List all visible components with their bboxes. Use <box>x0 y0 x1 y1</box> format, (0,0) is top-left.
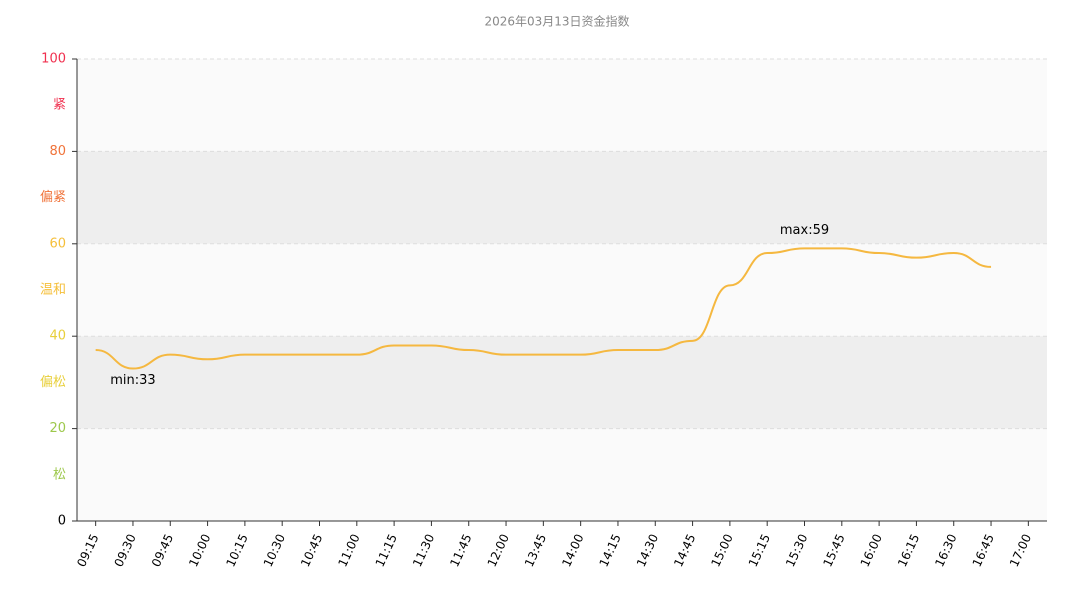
x-tick-label: 09:45 <box>149 532 176 569</box>
y-tick-label: 0 <box>58 514 66 529</box>
x-tick-label: 14:45 <box>671 532 698 569</box>
x-tick-label: 14:00 <box>559 532 586 569</box>
x-tick-label: 12:00 <box>485 532 512 569</box>
x-tick-label: 14:30 <box>634 532 661 569</box>
x-tick-label: 10:30 <box>261 532 288 569</box>
x-tick-label: 16:15 <box>895 532 922 569</box>
band <box>77 428 1047 521</box>
annotation: max:59 <box>780 223 829 238</box>
x-tick-label: 15:15 <box>746 532 773 569</box>
band-label: 偏松 <box>40 375 66 390</box>
x-tick-label: 14:15 <box>597 532 624 569</box>
x-tick-label: 15:00 <box>708 532 735 569</box>
x-tick-label: 11:30 <box>410 532 437 569</box>
band <box>77 151 1047 244</box>
band-label: 紧 <box>53 98 66 113</box>
x-tick-label: 16:45 <box>970 532 997 569</box>
x-tick-label: 10:00 <box>186 532 213 569</box>
x-tick-label: 11:45 <box>447 532 474 569</box>
y-tick-label: 100 <box>41 52 66 67</box>
y-tick-label: 80 <box>49 144 66 159</box>
x-tick-label: 15:30 <box>783 532 810 569</box>
x-tick-label: 10:15 <box>223 532 250 569</box>
x-tick-label: 17:00 <box>1007 532 1034 569</box>
x-tick-label: 11:00 <box>335 532 362 569</box>
band-label: 偏紧 <box>40 190 66 205</box>
x-tick-label: 16:00 <box>858 532 885 569</box>
x-tick-label: 09:30 <box>112 532 139 569</box>
band <box>77 336 1047 429</box>
band <box>77 243 1047 337</box>
band-label: 松 <box>53 467 66 482</box>
line <box>95 247 992 370</box>
x-tick-label: 09:15 <box>74 532 101 569</box>
x-tick-label: 13:45 <box>522 532 549 569</box>
x-tick-label: 16:30 <box>932 532 959 569</box>
annotation: min:33 <box>110 373 155 388</box>
x-tick-label: 11:15 <box>373 532 400 569</box>
band <box>77 59 1047 152</box>
y-tick-label: 20 <box>49 421 66 436</box>
y-tick-label: 40 <box>49 329 66 344</box>
chart-title: 2026年03月13日资金指数 <box>484 14 629 29</box>
band-label: 温和 <box>40 283 66 298</box>
y-tick-label: 60 <box>49 236 66 251</box>
x-tick-label: 10:45 <box>298 532 325 569</box>
x-tick-label: 15:45 <box>820 532 847 569</box>
